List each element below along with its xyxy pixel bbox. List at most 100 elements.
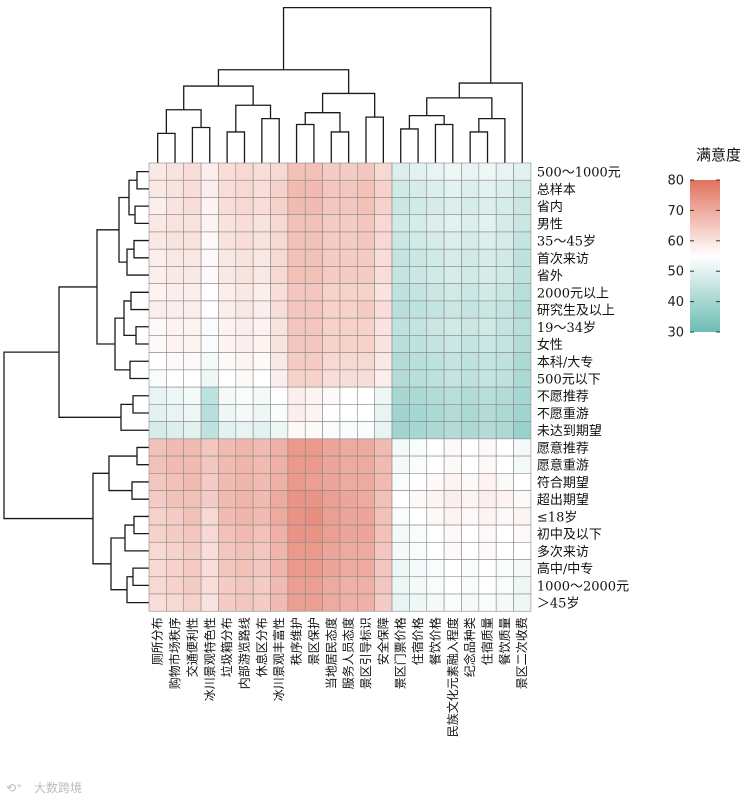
heatmap-cell bbox=[461, 317, 480, 336]
heatmap-cell bbox=[304, 559, 323, 578]
heatmap-cell bbox=[235, 524, 254, 543]
heatmap-cell bbox=[374, 541, 393, 560]
legend-tick-label: 60 bbox=[667, 234, 684, 249]
heatmap-cell bbox=[461, 231, 480, 250]
heatmap-cell bbox=[252, 248, 271, 267]
column-label: 内部游览路线 bbox=[236, 617, 251, 689]
column-label: 冰川景观丰富性 bbox=[271, 617, 286, 701]
heatmap-cell bbox=[495, 490, 514, 509]
heatmap-cell bbox=[200, 231, 219, 250]
heatmap-cell bbox=[287, 300, 306, 319]
heatmap-cell bbox=[443, 197, 462, 216]
heatmap-cell bbox=[252, 490, 271, 509]
row-label: 省外 bbox=[537, 269, 563, 284]
heatmap-cell bbox=[148, 283, 167, 302]
column-label: 交通便利性 bbox=[184, 617, 199, 677]
heatmap-cells bbox=[148, 162, 532, 612]
row-label: 愿意重游 bbox=[537, 458, 589, 474]
heatmap-cell bbox=[443, 438, 462, 457]
heatmap-cell bbox=[166, 455, 185, 474]
heatmap-cell bbox=[513, 386, 532, 405]
heatmap-cell bbox=[409, 197, 428, 216]
heatmap-cell bbox=[200, 179, 219, 198]
heatmap-cell bbox=[426, 559, 445, 578]
heatmap-cell bbox=[374, 438, 393, 457]
heatmap-cell bbox=[218, 162, 237, 181]
heatmap-cell bbox=[166, 248, 185, 267]
heatmap-cell bbox=[461, 438, 480, 457]
heatmap-cell bbox=[478, 266, 497, 284]
heatmap-cell bbox=[287, 421, 306, 440]
column-label: 景区门票价格 bbox=[393, 617, 408, 689]
row-label: 35～45岁 bbox=[537, 235, 596, 250]
heatmap-cell bbox=[495, 455, 514, 474]
heatmap-cell bbox=[461, 473, 480, 491]
heatmap-cell bbox=[200, 197, 219, 216]
column-dendrogram bbox=[157, 6, 523, 163]
row-label: ＞45岁 bbox=[537, 597, 580, 612]
heatmap-cell bbox=[443, 317, 462, 336]
legend-title: 满意度 bbox=[696, 146, 741, 164]
heatmap-cell bbox=[374, 507, 393, 526]
heatmap-cell bbox=[391, 197, 410, 216]
heatmap-cell bbox=[287, 369, 306, 388]
heatmap-cell bbox=[461, 369, 480, 388]
heatmap-cell bbox=[513, 197, 532, 216]
heatmap-cell bbox=[461, 404, 480, 422]
heatmap-cell bbox=[200, 593, 219, 612]
heatmap-cell bbox=[218, 438, 237, 457]
heatmap-cell bbox=[183, 541, 202, 560]
heatmap-cell bbox=[235, 162, 254, 181]
heatmap-cell bbox=[287, 438, 306, 457]
heatmap-cell bbox=[443, 473, 462, 491]
heatmap-cell bbox=[339, 490, 358, 509]
heatmap-cell bbox=[495, 300, 514, 319]
heatmap-cell bbox=[409, 248, 428, 267]
heatmap-cell bbox=[495, 283, 514, 302]
heatmap-cell bbox=[304, 593, 323, 612]
heatmap-cell bbox=[252, 266, 271, 284]
heatmap-cell bbox=[443, 576, 462, 595]
heatmap-cell bbox=[304, 541, 323, 560]
heatmap-cell bbox=[409, 473, 428, 491]
heatmap-cell bbox=[322, 231, 341, 250]
heatmap-cell bbox=[409, 231, 428, 250]
heatmap-cell bbox=[270, 490, 289, 509]
heatmap-cell bbox=[304, 248, 323, 267]
heatmap-cell bbox=[374, 524, 393, 543]
heatmap-cell bbox=[252, 541, 271, 560]
dendrogram-link bbox=[134, 205, 149, 224]
heatmap-cell bbox=[478, 214, 497, 233]
heatmap-cell bbox=[443, 593, 462, 612]
heatmap-cell bbox=[235, 559, 254, 578]
heatmap-cell bbox=[252, 231, 271, 250]
heatmap-cell bbox=[148, 541, 167, 560]
heatmap-cell bbox=[443, 404, 462, 422]
heatmap-cell bbox=[513, 231, 532, 250]
heatmap-cell bbox=[148, 386, 167, 405]
heatmap-cell bbox=[235, 300, 254, 319]
column-label: 景区引导标识 bbox=[359, 617, 373, 689]
heatmap-cell bbox=[495, 197, 514, 216]
heatmap-cell bbox=[461, 541, 480, 560]
heatmap-cell bbox=[391, 162, 410, 181]
heatmap-cell bbox=[270, 231, 289, 250]
heatmap-cell bbox=[270, 438, 289, 457]
heatmap-cell bbox=[287, 162, 306, 181]
heatmap-cell bbox=[166, 473, 185, 491]
heatmap-cell bbox=[166, 335, 185, 353]
heatmap-cell bbox=[304, 231, 323, 250]
heatmap-cell bbox=[148, 455, 167, 474]
heatmap-cell bbox=[270, 197, 289, 216]
row-label: 500元以下 bbox=[537, 373, 601, 388]
heatmap-cell bbox=[183, 490, 202, 509]
heatmap-cell bbox=[391, 576, 410, 595]
heatmap-cell bbox=[513, 369, 532, 388]
heatmap-cell bbox=[339, 576, 358, 595]
heatmap-cell bbox=[148, 524, 167, 543]
heatmap-cell bbox=[304, 197, 323, 216]
heatmap-cell bbox=[409, 507, 428, 526]
heatmap-cell bbox=[426, 473, 445, 491]
heatmap-cell bbox=[495, 335, 514, 353]
heatmap-cell bbox=[148, 231, 167, 250]
